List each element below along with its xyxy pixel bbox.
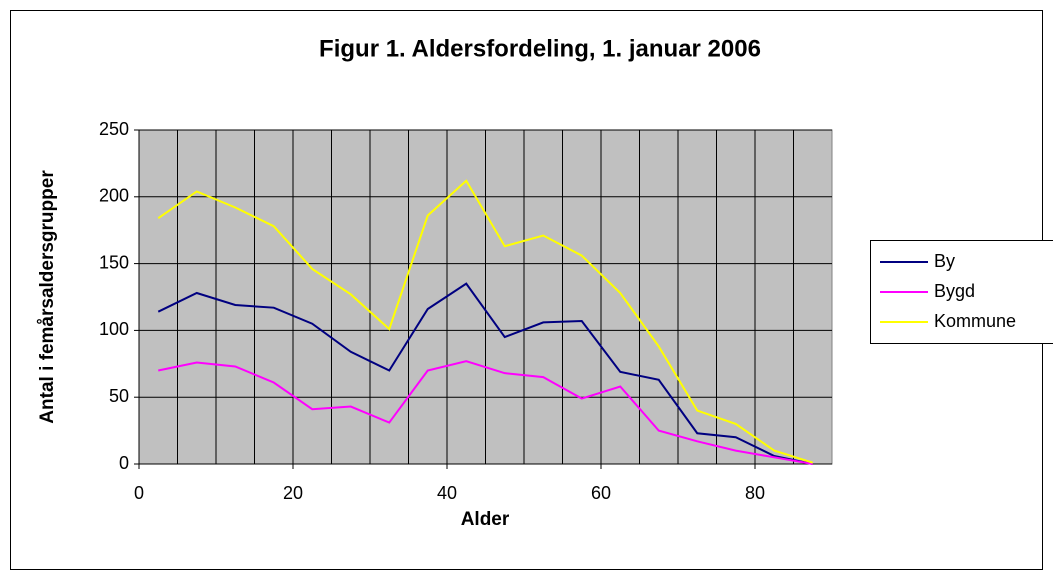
x-tick-label: 60: [591, 483, 611, 503]
chart-title: Figur 1. Aldersfordeling, 1. januar 2006: [319, 35, 761, 62]
legend-label: Kommune: [934, 311, 1016, 331]
y-tick-label: 100: [99, 319, 129, 339]
y-tick-label: 250: [99, 119, 129, 139]
x-tick-label: 0: [134, 483, 144, 503]
y-axis-label: Antal i femårsaldersgrupper: [37, 170, 58, 424]
data-line: [157, 282, 813, 465]
legend-label: Bygd: [934, 281, 975, 301]
x-tick-label: 20: [283, 483, 303, 503]
y-tick-label: 200: [99, 186, 129, 206]
y-tick-label: 50: [109, 386, 129, 406]
y-tick-label: 0: [119, 453, 129, 473]
x-tick-label: 80: [745, 483, 765, 503]
x-axis-label: Alder: [461, 509, 510, 530]
x-tick-label: 40: [437, 483, 457, 503]
y-tick-label: 150: [99, 252, 129, 272]
legend-label: By: [934, 251, 955, 271]
data-line: [157, 179, 814, 464]
data-line: [158, 360, 813, 465]
